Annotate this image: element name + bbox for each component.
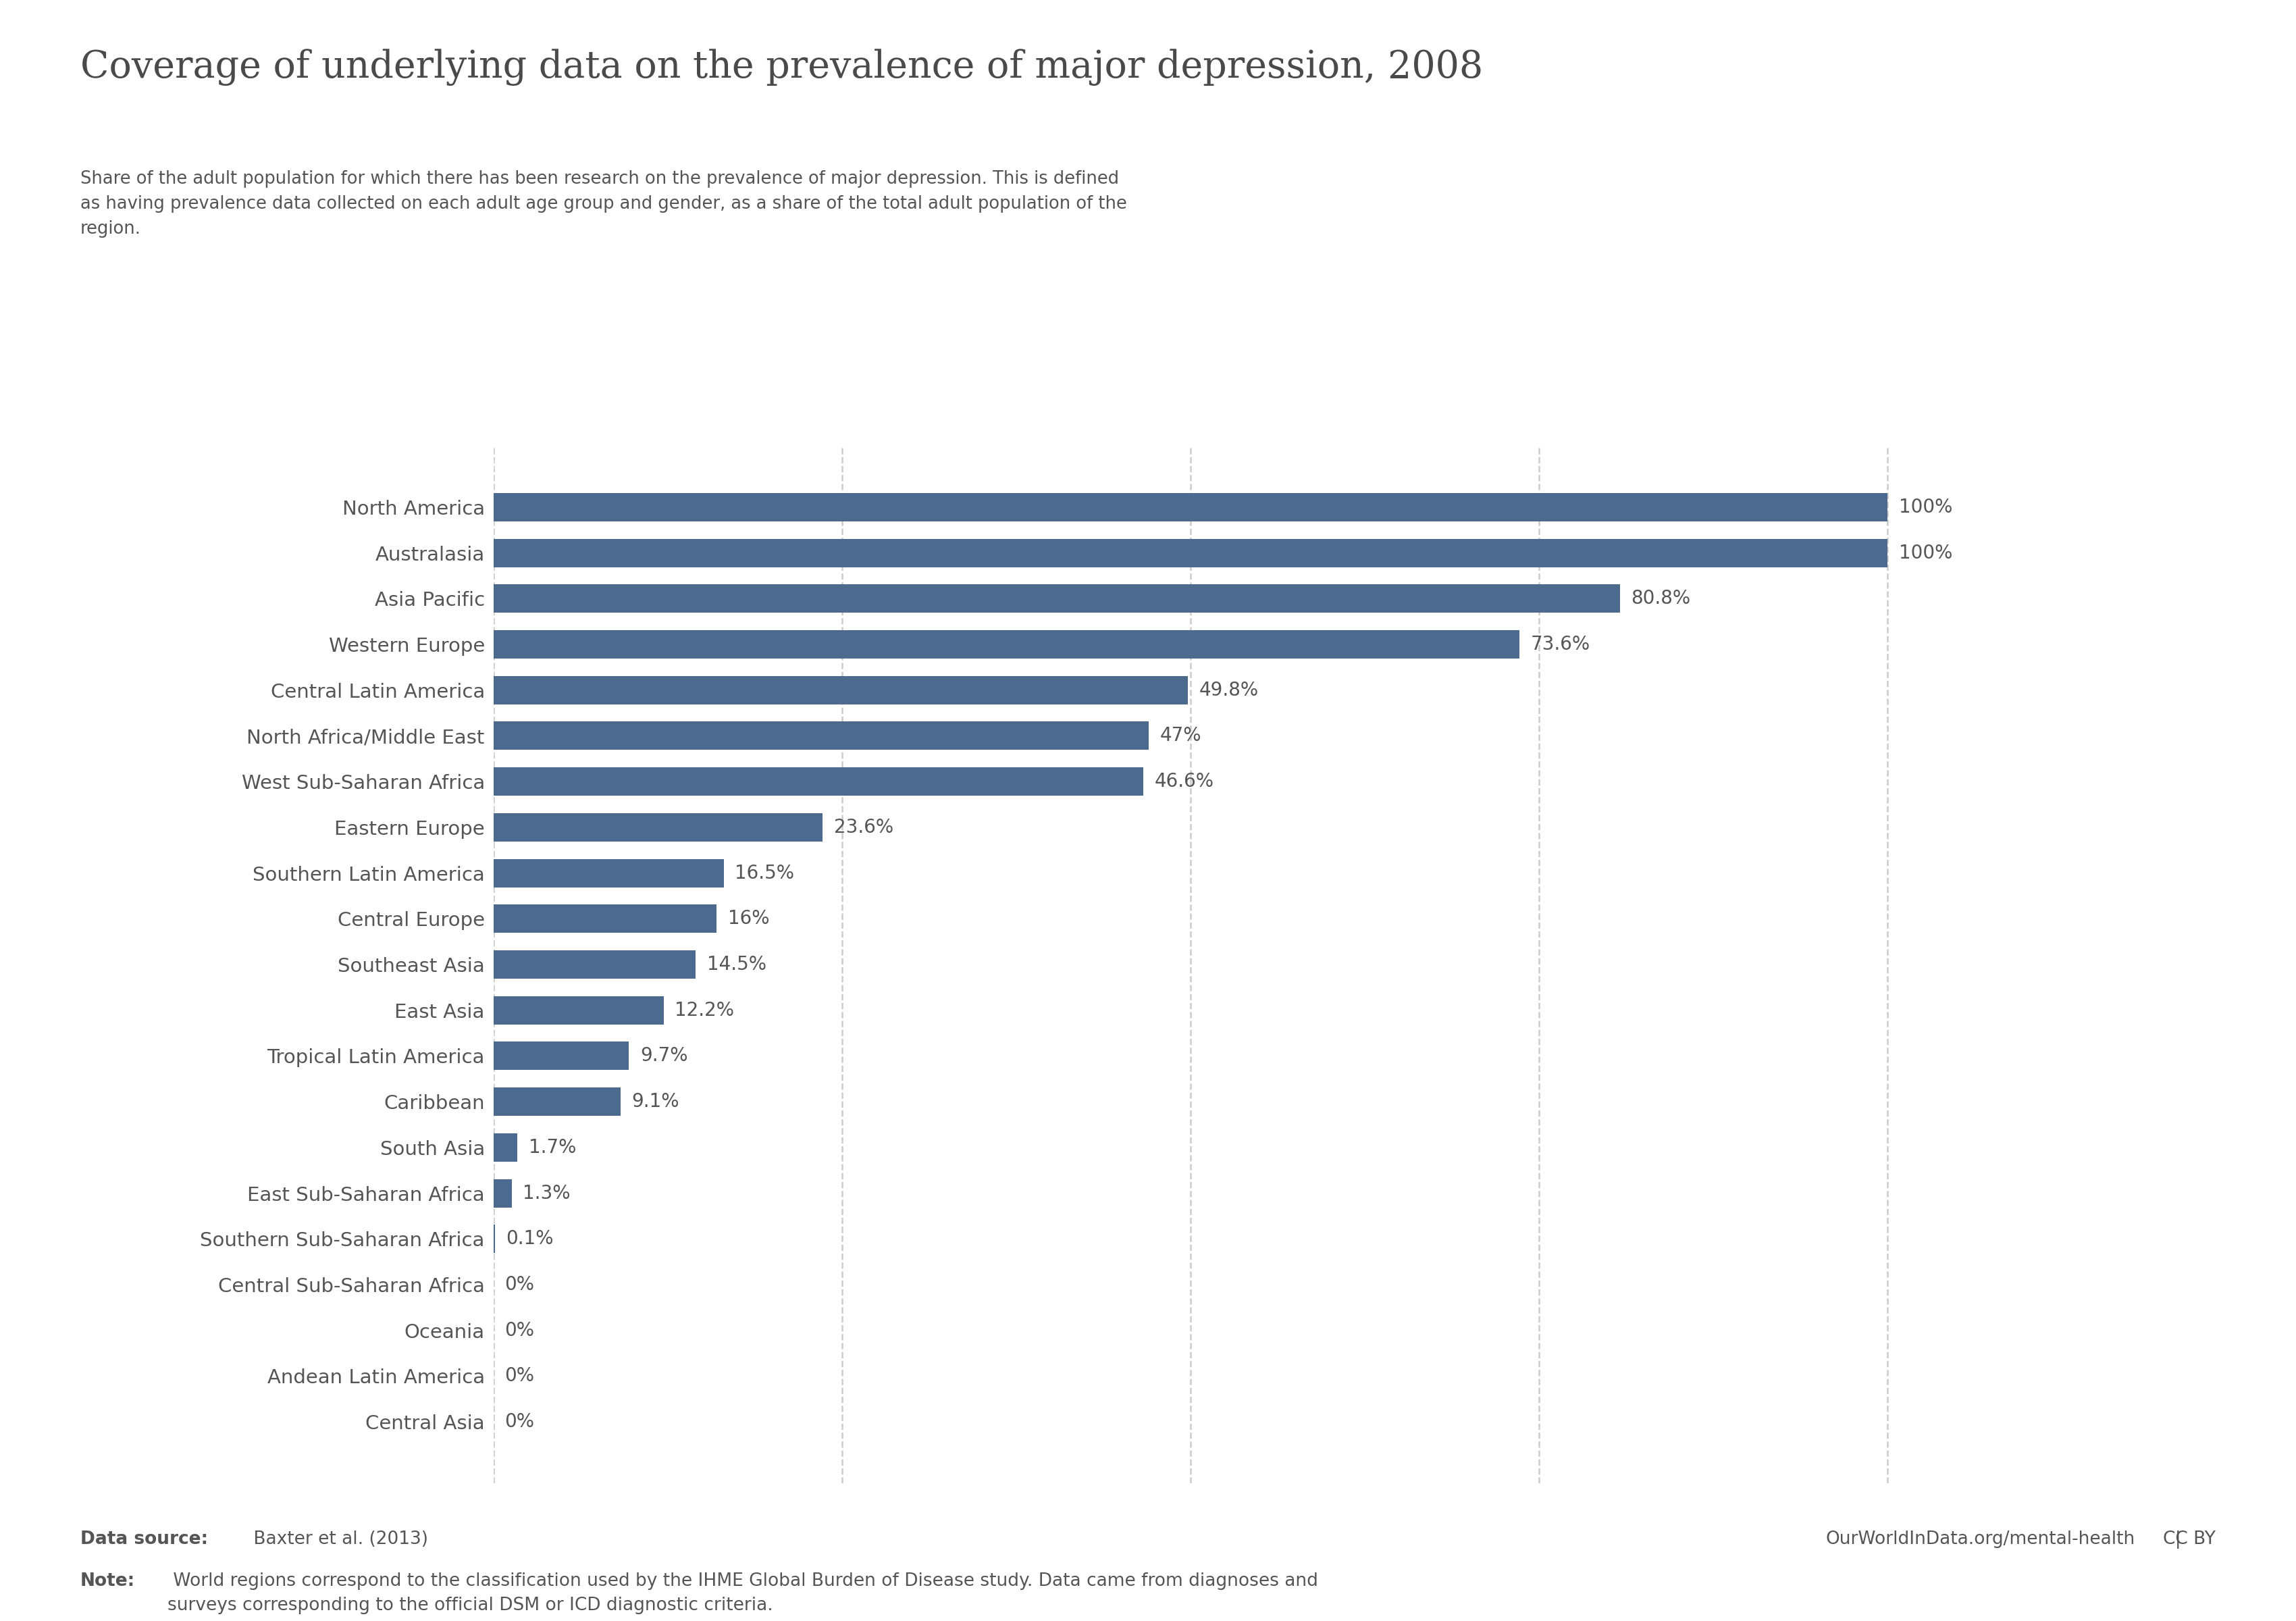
Text: 12.2%: 12.2% — [675, 1000, 735, 1020]
Bar — [494, 538, 1887, 567]
Text: World regions correspond to the classification used by the IHME Global Burden of: World regions correspond to the classifi… — [168, 1572, 1318, 1615]
Text: Data source:: Data source: — [80, 1530, 209, 1548]
Text: 100%: 100% — [1899, 543, 1952, 562]
Text: CC BY: CC BY — [2163, 1530, 2216, 1548]
Bar — [494, 995, 664, 1024]
Text: 0%: 0% — [505, 1412, 535, 1431]
Text: in Data: in Data — [2066, 79, 2151, 99]
Text: 23.6%: 23.6% — [833, 819, 893, 836]
Text: 80.8%: 80.8% — [1630, 588, 1690, 608]
Bar — [494, 585, 1621, 613]
Text: 73.6%: 73.6% — [1531, 635, 1591, 653]
Bar — [494, 1042, 629, 1070]
Text: Our World: Our World — [2050, 39, 2167, 58]
Bar — [494, 721, 1148, 751]
Text: 16.5%: 16.5% — [735, 864, 794, 882]
Bar — [494, 767, 1143, 796]
Bar — [494, 493, 1887, 522]
Text: 47%: 47% — [1159, 726, 1201, 746]
Text: Share of the adult population for which there has been research on the prevalenc: Share of the adult population for which … — [80, 170, 1127, 238]
Text: 1.3%: 1.3% — [523, 1183, 569, 1203]
Text: 100%: 100% — [1899, 498, 1952, 517]
Bar — [494, 631, 1520, 658]
Bar — [494, 676, 1187, 704]
Text: Coverage of underlying data on the prevalence of major depression, 2008: Coverage of underlying data on the preva… — [80, 49, 1483, 86]
Bar — [494, 905, 716, 934]
Bar — [494, 1133, 517, 1162]
Text: 0%: 0% — [505, 1276, 535, 1294]
Text: 1.7%: 1.7% — [528, 1138, 576, 1157]
Bar — [494, 950, 696, 979]
Text: Note:: Note: — [80, 1572, 135, 1590]
Text: Baxter et al. (2013): Baxter et al. (2013) — [248, 1530, 429, 1548]
Text: 0.1%: 0.1% — [505, 1229, 553, 1248]
Text: OurWorldInData.org/mental-health: OurWorldInData.org/mental-health — [1825, 1530, 2135, 1548]
Text: 14.5%: 14.5% — [707, 955, 767, 974]
Text: 46.6%: 46.6% — [1155, 772, 1215, 791]
Text: 0%: 0% — [505, 1367, 535, 1386]
Bar — [494, 859, 723, 887]
Bar — [494, 814, 822, 841]
Bar — [494, 1088, 620, 1115]
Text: 16%: 16% — [728, 909, 769, 929]
Text: 9.7%: 9.7% — [641, 1047, 687, 1065]
Text: 9.1%: 9.1% — [631, 1093, 680, 1110]
Text: 0%: 0% — [505, 1321, 535, 1341]
Text: 49.8%: 49.8% — [1199, 681, 1258, 700]
Text: |: | — [2163, 1530, 2193, 1548]
Bar — [494, 1178, 512, 1208]
